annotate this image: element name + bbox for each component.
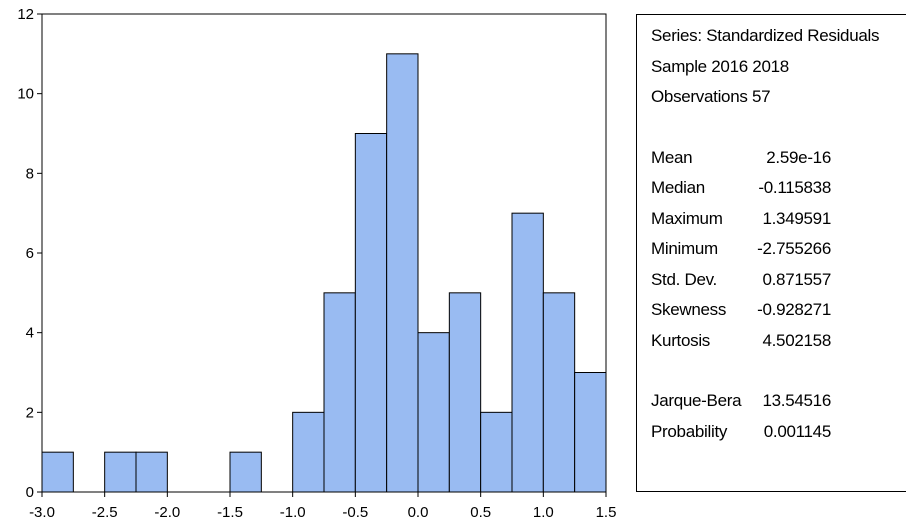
stat-label: Std. Dev. — [651, 269, 717, 289]
stat-value: -0.928271 — [757, 300, 831, 319]
histogram-bar — [354, 133, 388, 493]
statistics-panel: Series: Standardized Residuals Sample 20… — [636, 14, 906, 492]
histogram-axes: 0 2 4 6 8 10 12 -3.0 -2.5 -2.0 -1.5 -1.0 -0.5 0.0 0.5 1… — [17, 6, 616, 521]
histogram-bar — [386, 53, 419, 493]
stat-value: 4.502158 — [762, 330, 831, 350]
x-tick-label: -2.0 — [154, 504, 180, 521]
stat-value: 2.59e-16 — [766, 147, 831, 167]
stat-label: Kurtosis — [651, 330, 711, 350]
stats-spacer — [651, 356, 906, 386]
stats-spacer — [651, 113, 906, 143]
histogram-bar — [229, 451, 262, 493]
stat-label: Skewness — [651, 300, 727, 319]
y-tick-label: 10 — [17, 86, 34, 103]
test-stat-row: Jarque-Bera 13.54516 — [651, 386, 906, 417]
histogram-bar — [480, 411, 513, 493]
test-stat-label: Jarque-Bera — [651, 391, 742, 410]
descriptive-stats: Mean 2.59e-16 Median -0.115838 Maximum 1.3495… — [651, 143, 906, 357]
test-stat-value: 13.54516 — [762, 391, 831, 410]
histogram-bar — [104, 451, 137, 493]
x-tick-label: 0.5 — [470, 504, 491, 521]
histogram-bar — [417, 332, 450, 493]
x-tick-label: 1.5 — [596, 504, 617, 521]
histogram-chart: 0 2 4 6 8 10 12 -3.0 -2.5 -2.0 -1.5 -1.0 -0.5 0.0 0.5 1… — [17, 6, 616, 521]
stat-row: Minimum -2.755266 — [651, 234, 906, 265]
histogram-bar — [292, 411, 325, 493]
stat-row: Maximum 1.349591 — [651, 204, 906, 235]
stat-row: Kurtosis 4.502158 — [651, 326, 906, 357]
stat-label: Minimum — [651, 239, 718, 258]
histogram-bar — [511, 212, 544, 493]
stat-value: -2.755266 — [757, 239, 831, 258]
histogram-bar — [41, 451, 74, 493]
histogram-bar — [542, 292, 576, 493]
histogram-bar — [323, 292, 356, 493]
sample-range: Sample 2016 2018 — [651, 56, 789, 76]
y-tick-label: 4 — [26, 325, 34, 342]
stat-label: Median — [651, 178, 705, 197]
test-stat-label: Probability — [651, 421, 728, 441]
histogram-bar — [574, 372, 607, 493]
stat-row: Skewness -0.928271 — [651, 295, 906, 326]
histogram-bars — [41, 53, 607, 493]
test-stat-row: Probability 0.001145 — [651, 417, 906, 448]
y-tick-label: 12 — [17, 6, 34, 23]
x-tick-label: -2.5 — [92, 504, 118, 521]
series-name: Series: Standardized Residuals — [651, 26, 880, 45]
normality-test-stats: Jarque-Bera 13.54516 Probability 0.001145 — [651, 386, 906, 447]
y-tick-label: 6 — [26, 245, 34, 262]
stat-value: -0.115838 — [758, 178, 831, 197]
x-tick-label: -0.5 — [342, 504, 368, 521]
test-stat-value: 0.001145 — [763, 421, 832, 441]
x-tick-label: 0.0 — [408, 504, 429, 521]
histogram-bar — [448, 292, 482, 493]
observation-count: Observations 57 — [651, 87, 771, 106]
stat-label: Maximum — [651, 208, 723, 228]
x-tick-label: -3.0 — [29, 504, 55, 521]
y-tick-label: 8 — [26, 165, 34, 182]
stat-value: 0.871557 — [762, 269, 831, 289]
stat-row: Mean 2.59e-16 — [651, 143, 906, 174]
stat-label: Mean — [651, 147, 693, 167]
histogram-bar — [135, 451, 168, 493]
stat-value: 1.349591 — [762, 208, 831, 228]
y-tick-label: 0 — [26, 484, 34, 501]
x-tick-label: 1.0 — [533, 504, 554, 521]
stat-row: Median -0.115838 — [651, 173, 906, 204]
stat-row: Std. Dev. 0.871557 — [651, 265, 906, 296]
x-tick-label: -1.0 — [280, 504, 306, 521]
x-tick-label: -1.5 — [217, 504, 243, 521]
y-tick-label: 2 — [26, 404, 34, 421]
